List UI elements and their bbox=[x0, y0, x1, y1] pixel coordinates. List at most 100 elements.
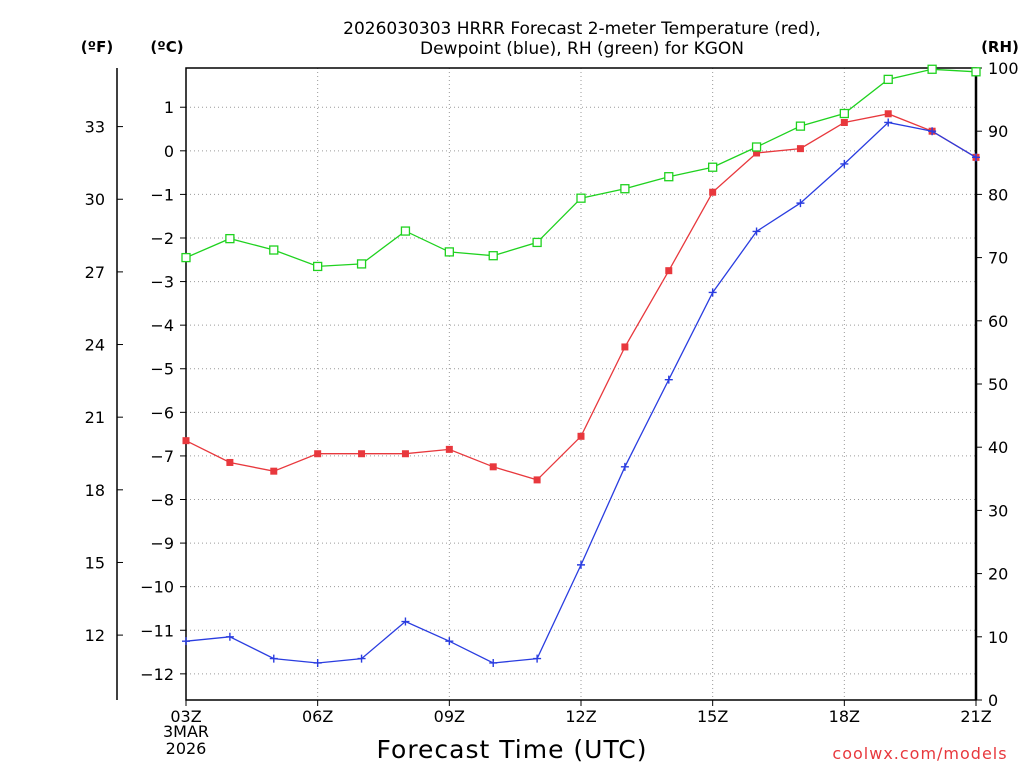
fahrenheit-unit-label: (ºF) bbox=[81, 38, 113, 56]
temperature-point bbox=[577, 432, 585, 440]
rh-point bbox=[269, 245, 279, 255]
fahrenheit-tick-label: 24 bbox=[85, 336, 105, 355]
chart-title-line1: 2026030303 HRRR Forecast 2-meter Tempera… bbox=[343, 19, 821, 39]
celsius-tick-label: −8 bbox=[150, 491, 174, 510]
x-tick-label: 06Z bbox=[302, 707, 333, 726]
temperature-point bbox=[314, 450, 322, 458]
rh-point bbox=[751, 142, 762, 152]
celsius-tick-label: −12 bbox=[140, 665, 174, 684]
dewpoint-point bbox=[577, 560, 585, 569]
rh-unit-label: (RH) bbox=[981, 38, 1019, 56]
rh-point bbox=[620, 184, 630, 194]
rh-tick-label: 30 bbox=[988, 501, 1008, 520]
rh-tick-label: 0 bbox=[988, 691, 998, 710]
temperature-point bbox=[884, 110, 892, 118]
temperature-point bbox=[226, 458, 234, 466]
rh-point bbox=[883, 74, 893, 85]
celsius-tick-label: −9 bbox=[150, 534, 174, 553]
rh-point bbox=[839, 108, 849, 119]
celsius-tick-label: −7 bbox=[150, 447, 174, 466]
temperature-point bbox=[358, 450, 366, 458]
rh-point bbox=[488, 251, 498, 261]
fahrenheit-tick-label: 12 bbox=[85, 626, 105, 645]
dewpoint-point bbox=[620, 462, 629, 471]
x-tick-label: 18Z bbox=[829, 707, 860, 726]
fahrenheit-tick-label: 21 bbox=[85, 408, 105, 427]
celsius-tick-label: −1 bbox=[150, 185, 174, 204]
x-axis-label: Forecast Time (UTC) bbox=[377, 735, 648, 764]
rh-tick-label: 20 bbox=[988, 565, 1008, 584]
rh-tick-label: 40 bbox=[988, 438, 1008, 457]
rh-point bbox=[532, 237, 542, 248]
fahrenheit-tick-label: 18 bbox=[85, 481, 105, 500]
fahrenheit-tick-label: 15 bbox=[85, 553, 105, 572]
credit-label: coolwx.com/models bbox=[832, 744, 1007, 763]
celsius-tick-label: 0 bbox=[164, 142, 174, 161]
rh-point bbox=[356, 259, 367, 269]
axes: 10−1−2−3−4−5−6−7−8−9−10−11−1233302724211… bbox=[85, 59, 1019, 726]
fahrenheit-tick-label: 27 bbox=[85, 263, 105, 282]
temperature-point bbox=[533, 476, 541, 484]
dewpoint-point bbox=[357, 654, 366, 663]
temperature-point bbox=[270, 467, 278, 475]
dewpoint-point bbox=[840, 159, 849, 168]
dewpoint-point bbox=[972, 153, 980, 162]
temperature-point bbox=[753, 149, 761, 157]
temperature-point bbox=[796, 145, 804, 153]
x-tick-label: 03Z bbox=[170, 707, 201, 726]
rh-point bbox=[444, 247, 454, 257]
grid-lines bbox=[186, 68, 976, 700]
rh-point bbox=[225, 233, 235, 244]
rh-point bbox=[664, 172, 674, 182]
x-tick-label: 09Z bbox=[434, 707, 465, 726]
temperature-point bbox=[182, 437, 190, 445]
x-tick-label: 21Z bbox=[960, 707, 991, 726]
dewpoint-point bbox=[752, 227, 761, 236]
dewpoint-point bbox=[269, 654, 278, 663]
rh-point bbox=[795, 121, 806, 131]
temperature-point bbox=[445, 445, 453, 453]
rh-tick-label: 80 bbox=[988, 185, 1008, 204]
celsius-tick-label: −10 bbox=[140, 578, 174, 597]
dewpoint-point bbox=[708, 288, 717, 297]
celsius-tick-label: −2 bbox=[150, 229, 174, 248]
x-tick-label: 15Z bbox=[697, 707, 728, 726]
celsius-tick-label: −4 bbox=[150, 316, 174, 335]
fahrenheit-tick-label: 33 bbox=[85, 118, 105, 137]
temperature-point bbox=[840, 118, 848, 126]
temperature-point bbox=[401, 450, 409, 458]
dewpoint-point bbox=[313, 658, 322, 667]
rh-point bbox=[400, 226, 411, 236]
temperature-point bbox=[709, 188, 717, 196]
rh-point bbox=[708, 162, 718, 172]
rh-point bbox=[971, 67, 981, 77]
celsius-tick-label: −5 bbox=[150, 360, 174, 379]
celsius-tick-label: 1 bbox=[164, 98, 174, 117]
dewpoint-point bbox=[489, 658, 498, 667]
celsius-tick-label: −3 bbox=[150, 273, 174, 292]
rh-tick-label: 10 bbox=[988, 628, 1008, 647]
rh-point bbox=[181, 252, 191, 263]
dewpoint-point bbox=[884, 118, 893, 127]
rh-point bbox=[927, 64, 937, 74]
fahrenheit-tick-label: 30 bbox=[85, 190, 105, 209]
rh-tick-label: 50 bbox=[988, 375, 1008, 394]
date-label-month: 3MAR bbox=[163, 722, 209, 741]
chart-title-line2: Dewpoint (blue), RH (green) for KGON bbox=[420, 39, 744, 59]
x-tick-label: 12Z bbox=[565, 707, 596, 726]
dewpoint-point bbox=[796, 199, 805, 208]
dewpoint-point bbox=[182, 637, 190, 646]
celsius-unit-label: (ºC) bbox=[150, 38, 183, 56]
rh-tick-label: 70 bbox=[988, 249, 1008, 268]
temperature-point bbox=[489, 463, 497, 471]
celsius-tick-label: −6 bbox=[150, 403, 174, 422]
dewpoint-point bbox=[533, 654, 542, 663]
dewpoint-point bbox=[225, 632, 234, 641]
series-layer bbox=[181, 64, 981, 667]
rh-tick-label: 90 bbox=[988, 122, 1008, 141]
dewpoint-point bbox=[928, 127, 937, 136]
dewpoint-point bbox=[445, 637, 454, 646]
celsius-tick-label: −11 bbox=[140, 621, 174, 640]
rh-tick-label: 100 bbox=[988, 59, 1019, 78]
